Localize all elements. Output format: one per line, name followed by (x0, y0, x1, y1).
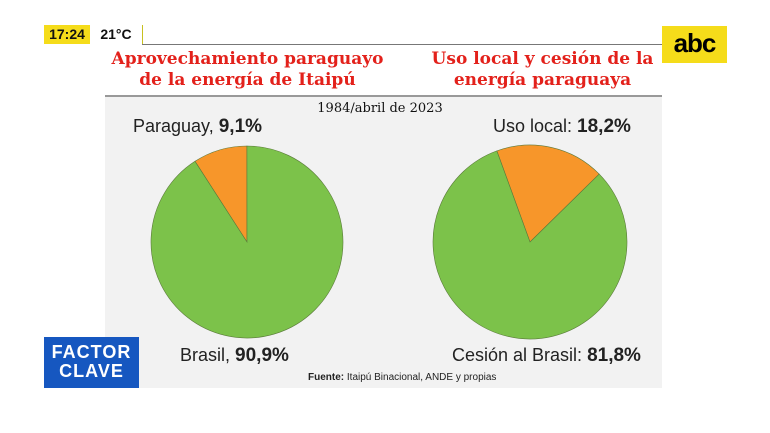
label-brasil: Brasil, 90,9% (180, 345, 289, 367)
slice-label: Uso local: (493, 116, 573, 136)
slice-label: Cesión al Brasil: (452, 345, 583, 365)
pie-slice (496, 144, 600, 243)
period-label: 1984/abril de 2023 (317, 101, 443, 116)
slice-value: 90,9% (235, 345, 289, 366)
source-text: Itaipú Binacional, ANDE y propias (344, 372, 497, 383)
pie-left (150, 145, 344, 339)
title-line: Uso local y cesión de la (431, 49, 654, 69)
divider (142, 44, 664, 45)
chart-title-left: Aprovechamiento paraguayo de la energía … (105, 49, 390, 91)
source-note: Fuente: Itaipú Binacional, ANDE y propia… (308, 372, 496, 383)
pie-slice (150, 145, 344, 339)
source-label: Fuente: (308, 372, 345, 383)
abc-logo: abc (662, 26, 727, 63)
label-cesion: Cesión al Brasil: 81,8% (452, 345, 641, 367)
title-line: de la energía de Itaipú (139, 70, 356, 90)
logo-line: FACTOR (51, 342, 132, 362)
chart-title-right: Uso local y cesión de la energía paragua… (420, 49, 665, 91)
slice-label: Brasil, (180, 345, 231, 365)
divider (105, 95, 662, 97)
pie-slice (432, 150, 628, 340)
factor-clave-logo: FACTOR CLAVE (44, 337, 139, 388)
label-uso-local: Uso local: 18,2% (493, 116, 631, 138)
slice-value: 18,2% (577, 116, 631, 137)
title-line: Aprovechamiento paraguayo (111, 49, 384, 69)
slice-value: 9,1% (218, 116, 263, 137)
clock: 17:24 (44, 25, 90, 44)
title-line: energía paraguaya (453, 70, 632, 90)
label-paraguay: Paraguay, 9,1% (133, 116, 262, 138)
logo-line: CLAVE (59, 361, 124, 381)
slice-value: 81,8% (587, 345, 641, 366)
slice-label: Paraguay, (133, 116, 214, 136)
temperature: 21°C (90, 25, 143, 44)
pie-right (432, 144, 628, 340)
